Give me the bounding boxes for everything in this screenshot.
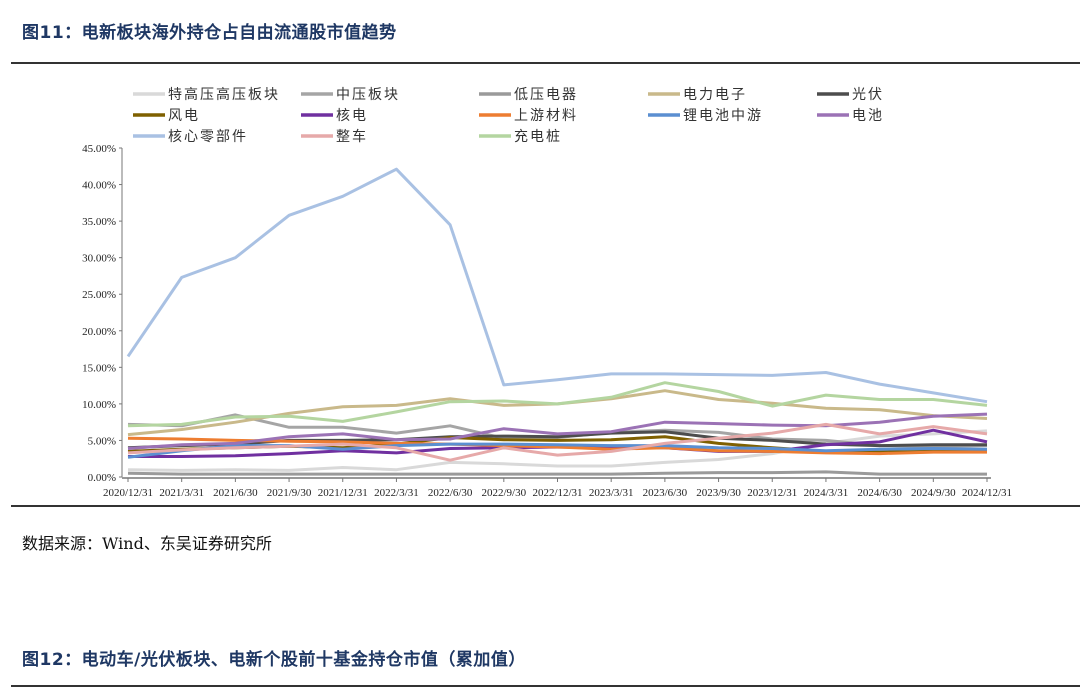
x-tick-label: 2024/6/30 [857,487,902,499]
y-tick-label: 45.00% [82,143,116,155]
y-tick-label: 10.00% [82,399,116,411]
y-tick-label: 30.00% [82,253,116,265]
legend-label: 风电 [168,108,200,124]
series-lines [126,167,988,476]
x-tick-label: 2024/12/31 [962,487,1012,499]
legend-label: 中压板块 [336,87,400,103]
legend-label: 电力电子 [683,87,747,103]
y-tick-label: 0.00% [88,472,116,484]
y-tick-label: 15.00% [82,362,116,374]
legend-label: 充电桩 [514,128,562,145]
series-line [127,436,987,456]
x-tick-label: 2023/12/31 [747,487,797,499]
x-tick-label: 2021/3/31 [159,487,204,499]
x-tick-label: 2021/9/30 [267,487,312,499]
x-tick-label: 2024/9/30 [911,487,956,499]
y-axis: 0.00% 5.00% 10.00% 15.00% 20.00% 25.00% 30.00%… [82,143,123,484]
y-tick-label: 20.00% [82,326,116,338]
data-source-note: 数据来源：Wind、东吴证券研究所 [22,534,272,553]
y-tick-label: 25.00% [82,289,116,301]
figure-12-divider [11,685,1080,687]
legend-label: 特高压高压板块 [168,86,280,103]
legend-label: 光伏 [852,87,884,103]
series-line [127,381,988,428]
y-tick-label: 35.00% [82,216,116,228]
legend-label: 低压电器 [514,87,578,103]
legend-label: 电池 [852,108,884,124]
x-tick-label: 2023/3/31 [589,487,634,499]
legend-label: 上游材料 [514,108,578,124]
x-tick-label: 2022/3/31 [374,487,419,499]
figure-12-title: 图12：电动车/光伏板块、电新个股前十基金持仓市值（累加值） [22,650,526,670]
x-axis: 2020/12/31 2021/3/31 2021/6/30 2021/9/30 202… [103,477,1012,499]
x-tick-label: 2023/9/30 [696,487,741,499]
legend-label: 核心零部件 [168,129,248,145]
x-tick-label: 2020/12/31 [103,487,153,499]
legend-label: 锂电池中游 [683,108,763,124]
x-tick-label: 2024/3/31 [804,487,849,499]
y-tick-label: 5.00% [88,435,116,447]
series-line [127,470,987,476]
x-tick-label: 2022/6/30 [428,487,473,499]
title-divider [11,62,1080,64]
x-tick-label: 2022/12/31 [532,487,582,499]
legend-label: 核电 [336,108,368,124]
x-tick-label: 2022/9/30 [482,487,527,499]
y-tick-label: 40.00% [82,180,116,192]
chart-bottom-divider [11,505,1080,507]
series-line [127,422,988,462]
series-line [127,412,988,450]
x-tick-label: 2021/12/31 [318,487,368,499]
series-line [126,167,988,404]
x-tick-label: 2023/6/30 [643,487,688,499]
x-tick-label: 2021/6/30 [213,487,258,499]
legend-label: 整车 [336,128,368,145]
figure-11-title: 图11：电新板块海外持仓占自由流通股市值趋势 [22,23,397,43]
